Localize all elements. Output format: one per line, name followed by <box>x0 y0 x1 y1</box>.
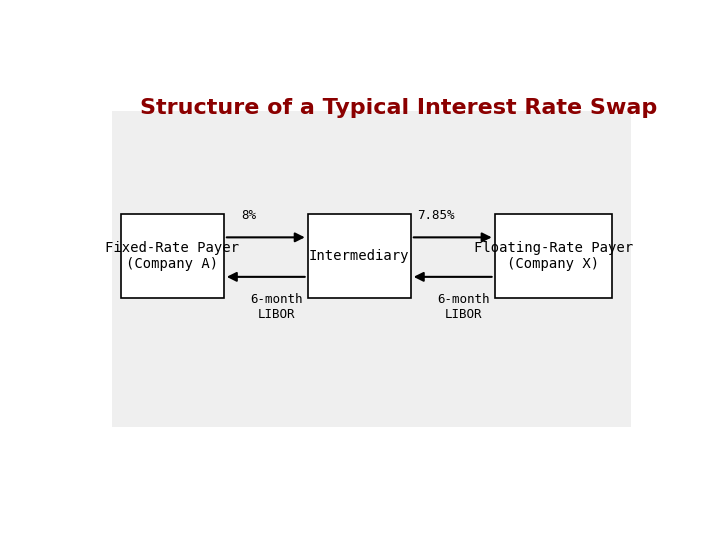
Text: 8%: 8% <box>241 208 256 221</box>
Text: Fixed-Rate Payer
(Company A): Fixed-Rate Payer (Company A) <box>105 241 239 271</box>
Text: 6-month
LIBOR: 6-month LIBOR <box>438 293 490 321</box>
Bar <box>112 111 631 427</box>
Text: Intermediary: Intermediary <box>309 249 410 263</box>
Text: 7.85%: 7.85% <box>417 208 455 221</box>
Bar <box>121 214 224 298</box>
Bar <box>307 214 411 298</box>
Bar <box>495 214 612 298</box>
Text: Floating-Rate Payer
(Company X): Floating-Rate Payer (Company X) <box>474 241 633 271</box>
Text: 6-month
LIBOR: 6-month LIBOR <box>251 293 303 321</box>
Text: Structure of a Typical Interest Rate Swap: Structure of a Typical Interest Rate Swa… <box>140 98 657 118</box>
